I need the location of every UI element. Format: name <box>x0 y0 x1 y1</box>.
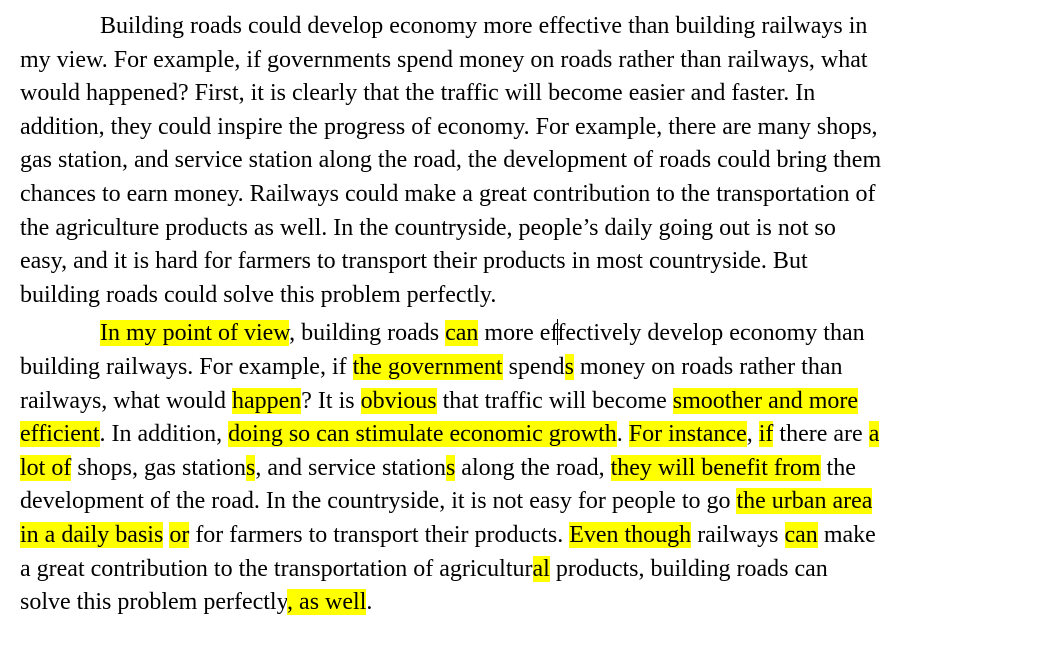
highlighted-text: al <box>532 555 550 582</box>
text-line: my view. For example, if governments spe… <box>20 46 868 73</box>
plain-text: ? It is <box>301 387 361 414</box>
plain-text: the <box>820 454 856 481</box>
text-cursor <box>557 319 559 346</box>
plain-text: products, building roads can <box>549 555 828 582</box>
highlighted-text: in a daily basis <box>20 521 164 548</box>
plain-text: fectively develop economy than <box>557 320 865 347</box>
text-line: in a daily basis or for farmers to trans… <box>20 519 1000 553</box>
plain-text: there are <box>773 421 869 448</box>
plain-text: , building roads <box>289 320 446 347</box>
plain-text: more ef <box>478 320 559 347</box>
highlighted-text: lot of <box>20 454 72 481</box>
text-line: railways, what would happen? It is obvio… <box>20 385 1000 419</box>
paragraph-revised: In my point of view, building roads can … <box>20 317 1000 619</box>
plain-text: . <box>616 421 629 448</box>
plain-text: , and service station <box>255 454 446 481</box>
highlighted-text: efficient <box>20 421 100 448</box>
plain-text: that traffic will become <box>436 387 673 414</box>
plain-text: railways, what would <box>20 387 232 414</box>
highlighted-text: s <box>445 454 456 481</box>
plain-text: . In addition, <box>99 421 229 448</box>
highlighted-text: can <box>784 521 818 548</box>
text-line: solve this problem perfectly, as well. <box>20 586 1000 620</box>
text-line: easy, and it is hard for farmers to tran… <box>20 248 808 275</box>
text-line: efficient. In addition, doing so can sti… <box>20 418 1000 452</box>
text-line: building railways. For example, if the g… <box>20 351 1000 385</box>
highlighted-text: the government <box>352 353 503 380</box>
text-line: In my point of view, building roads can … <box>20 317 1000 351</box>
highlighted-text: happen <box>231 387 302 414</box>
text-line: chances to earn money. Railways could ma… <box>20 180 876 207</box>
highlighted-text: they will benefit from <box>610 454 821 481</box>
plain-text: a great contribution to the transportati… <box>20 555 533 582</box>
plain-text: along the road, <box>455 454 611 481</box>
plain-text: . <box>366 589 373 616</box>
text-line: would happened? First, it is clearly tha… <box>20 80 816 107</box>
text-line: gas station, and service station along t… <box>20 147 882 174</box>
highlighted-text: obvious <box>360 387 437 414</box>
highlighted-text: doing so can stimulate economic growth <box>228 421 617 448</box>
highlighted-text: s <box>246 454 256 481</box>
highlighted-text: a <box>868 421 880 448</box>
highlighted-text: For instance <box>628 421 747 448</box>
plain-text: spend <box>502 353 565 380</box>
plain-text: development of the road. In the countrys… <box>20 488 737 515</box>
plain-text: money on roads rather than <box>573 353 843 380</box>
plain-text: railways <box>691 521 785 548</box>
text-line: building roads could solve this problem … <box>20 281 497 308</box>
highlighted-text: , as well <box>287 589 367 616</box>
highlighted-text: smoother and more <box>672 387 859 414</box>
highlighted-text: can <box>445 320 479 347</box>
plain-text: shops, gas station <box>71 454 246 481</box>
highlighted-text: s <box>564 353 574 380</box>
plain-text: , <box>746 421 759 448</box>
text-line: development of the road. In the countrys… <box>20 485 1000 519</box>
highlighted-text: or <box>169 521 190 548</box>
highlighted-text: if <box>758 421 774 448</box>
highlighted-text: the urban area <box>736 488 873 515</box>
highlighted-text: Even though <box>569 521 692 548</box>
text-line: addition, they could inspire the progres… <box>20 113 878 140</box>
plain-text: for farmers to transport their products. <box>189 521 570 548</box>
highlighted-text: In my point of view <box>100 320 290 347</box>
document-page: Building roads could develop economy mor… <box>20 10 1000 620</box>
plain-text: building railways. For example, if <box>20 353 353 380</box>
text-line: the agriculture products as well. In the… <box>20 214 836 241</box>
text-line: a great contribution to the transportati… <box>20 553 1000 587</box>
plain-text: solve this problem perfectly <box>20 589 288 616</box>
text-line: lot of shops, gas stations, and service … <box>20 452 1000 486</box>
paragraph-original: Building roads could develop economy mor… <box>20 10 1000 312</box>
text-line: Building roads could develop economy mor… <box>100 13 868 39</box>
plain-text: make <box>817 521 876 548</box>
